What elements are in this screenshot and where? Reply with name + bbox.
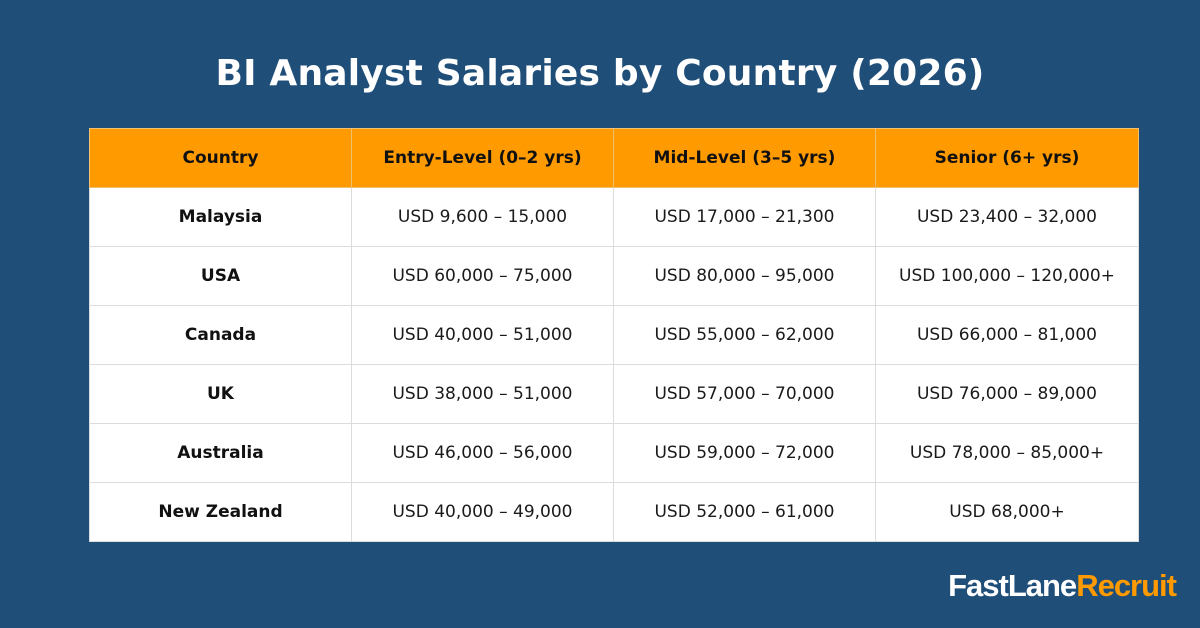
- country-cell: UK: [89, 364, 352, 424]
- entry-cell: USD 40,000 – 51,000: [351, 305, 614, 365]
- entry-cell: USD 46,000 – 56,000: [351, 423, 614, 483]
- mid-cell: USD 17,000 – 21,300: [613, 187, 876, 247]
- entry-cell: USD 9,600 – 15,000: [351, 187, 614, 247]
- country-cell: Canada: [89, 305, 352, 365]
- entry-cell: USD 60,000 – 75,000: [351, 246, 614, 306]
- header-entry-level: Entry-Level (0–2 yrs): [351, 128, 614, 188]
- senior-cell: USD 76,000 – 89,000: [875, 364, 1139, 424]
- header-mid-level: Mid-Level (3–5 yrs): [613, 128, 876, 188]
- country-cell: Australia: [89, 423, 352, 483]
- table-row: Canada USD 40,000 – 51,000 USD 55,000 – …: [89, 305, 1139, 365]
- page-title: BI Analyst Salaries by Country (2026): [215, 53, 985, 94]
- senior-cell: USD 68,000+: [875, 482, 1139, 542]
- entry-cell: USD 40,000 – 49,000: [351, 482, 614, 542]
- country-cell: USA: [89, 246, 352, 306]
- table-header-row: Country Entry-Level (0–2 yrs) Mid-Level …: [89, 128, 1139, 188]
- senior-cell: USD 23,400 – 32,000: [875, 187, 1139, 247]
- table-row: Australia USD 46,000 – 56,000 USD 59,000…: [89, 423, 1139, 483]
- table-row: UK USD 38,000 – 51,000 USD 57,000 – 70,0…: [89, 364, 1139, 424]
- country-cell: Malaysia: [89, 187, 352, 247]
- mid-cell: USD 57,000 – 70,000: [613, 364, 876, 424]
- table-row: USA USD 60,000 – 75,000 USD 80,000 – 95,…: [89, 246, 1139, 306]
- salary-table: Country Entry-Level (0–2 yrs) Mid-Level …: [89, 128, 1139, 542]
- country-cell: New Zealand: [89, 482, 352, 542]
- header-country: Country: [89, 128, 352, 188]
- senior-cell: USD 66,000 – 81,000: [875, 305, 1139, 365]
- senior-cell: USD 100,000 – 120,000+: [875, 246, 1139, 306]
- entry-cell: USD 38,000 – 51,000: [351, 364, 614, 424]
- mid-cell: USD 52,000 – 61,000: [613, 482, 876, 542]
- mid-cell: USD 59,000 – 72,000: [613, 423, 876, 483]
- table-row: New Zealand USD 40,000 – 49,000 USD 52,0…: [89, 482, 1139, 542]
- mid-cell: USD 80,000 – 95,000: [613, 246, 876, 306]
- mid-cell: USD 55,000 – 62,000: [613, 305, 876, 365]
- logo-part-recruit: Recruit: [1076, 568, 1177, 603]
- fastlanerecruit-logo: FastLaneRecruit: [948, 566, 1177, 606]
- table-row: Malaysia USD 9,600 – 15,000 USD 17,000 –…: [89, 187, 1139, 247]
- senior-cell: USD 78,000 – 85,000+: [875, 423, 1139, 483]
- logo-part-fastlane: FastLane: [948, 568, 1077, 603]
- header-senior: Senior (6+ yrs): [875, 128, 1139, 188]
